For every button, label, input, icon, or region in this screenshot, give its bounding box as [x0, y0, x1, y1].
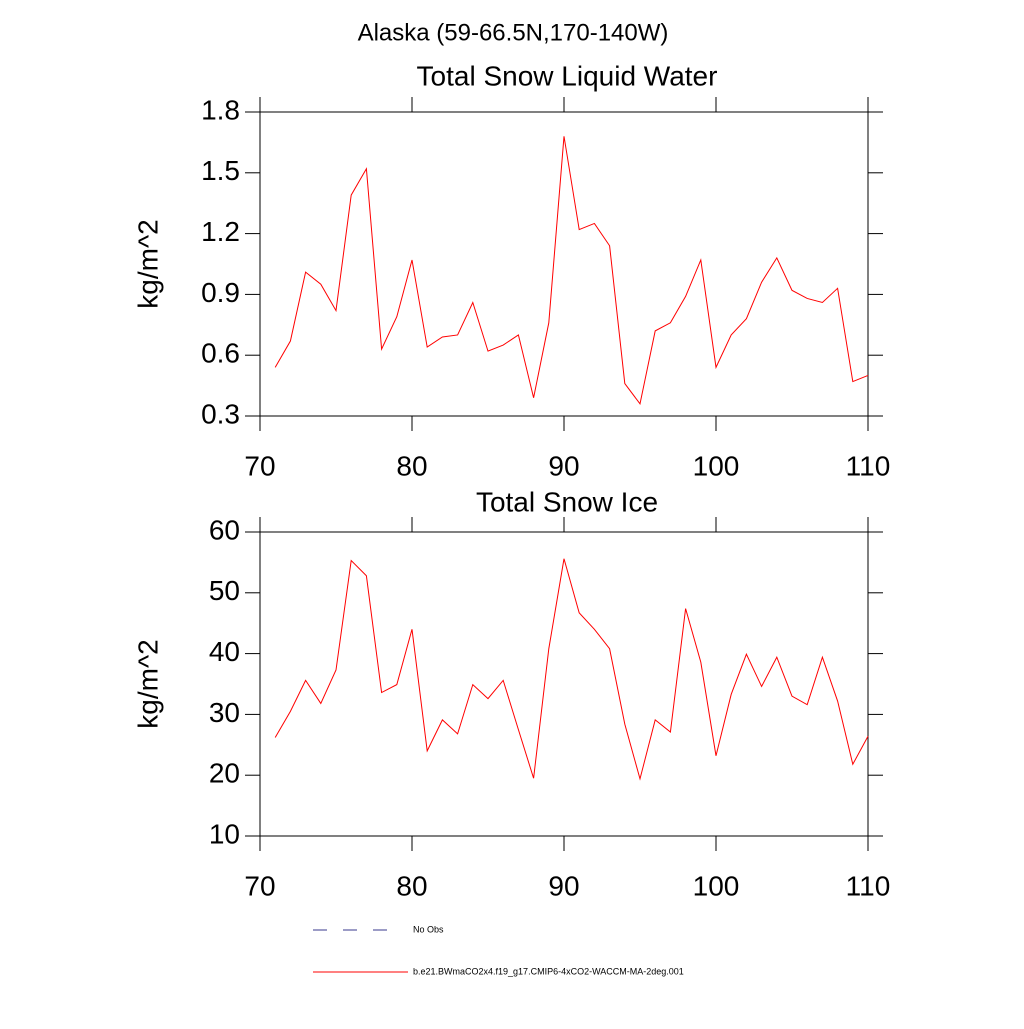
y-tick-label: 0.6 — [201, 338, 240, 369]
x-tick-label: 90 — [548, 450, 579, 481]
x-tick-label: 100 — [693, 450, 740, 481]
y-tick-label: 30 — [209, 697, 240, 728]
y-tick-label: 20 — [209, 758, 240, 789]
y-tick-label: 40 — [209, 636, 240, 667]
y-tick-label: 0.3 — [201, 398, 240, 429]
y-tick-label: 60 — [209, 514, 240, 545]
x-tick-label: 110 — [846, 870, 891, 901]
plot-frame — [259, 531, 869, 837]
y-tick-label: 50 — [209, 575, 240, 606]
legend-entry: No Obs — [413, 924, 444, 934]
y-axis-label: kg/m^2 — [132, 639, 163, 728]
chart-title: Total Snow Liquid Water — [417, 60, 718, 91]
x-tick-label: 80 — [396, 870, 427, 901]
x-tick-label: 100 — [693, 870, 740, 901]
x-tick-label: 70 — [244, 870, 275, 901]
y-tick-label: 0.9 — [201, 277, 240, 308]
chart-title: Total Snow Ice — [476, 486, 658, 517]
data-line — [274, 558, 869, 781]
y-tick-label: 1.2 — [201, 216, 240, 247]
y-axis-label: kg/m^2 — [132, 219, 163, 308]
x-tick-label: 110 — [846, 450, 891, 481]
y-tick-label: 1.8 — [201, 94, 240, 125]
page-title: Alaska (59-66.5N,170-140W) — [358, 19, 669, 46]
y-tick-label: 1.5 — [201, 155, 240, 186]
x-tick-label: 90 — [548, 870, 579, 901]
data-line — [274, 136, 869, 406]
legend-entry: b.e21.BWmaCO2x4.f19_g17.CMIP6-4xCO2-WACC… — [413, 966, 684, 976]
plot-frame — [259, 111, 869, 417]
x-tick-label: 70 — [244, 450, 275, 481]
y-tick-label: 10 — [209, 818, 240, 849]
x-tick-label: 80 — [396, 450, 427, 481]
